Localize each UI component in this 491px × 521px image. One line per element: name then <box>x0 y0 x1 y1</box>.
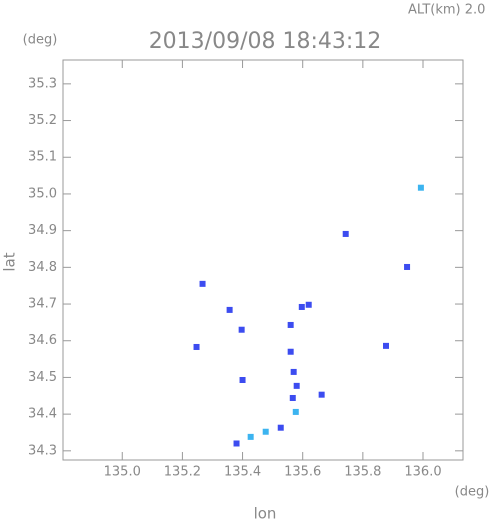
echo <box>292 408 299 415</box>
x-tick-label: 135.0 <box>104 465 141 480</box>
echo <box>233 440 240 447</box>
echo <box>383 342 390 349</box>
echo <box>318 391 325 398</box>
x-tick-label: 135.2 <box>164 465 201 480</box>
x-tick-label: 135.6 <box>284 465 321 480</box>
echo <box>239 377 246 383</box>
x-tick-label: 135.4 <box>224 465 261 480</box>
echo <box>404 263 411 270</box>
echo <box>199 280 206 287</box>
y-tick-label: 34.6 <box>28 333 57 348</box>
y-tick-label: 34.3 <box>28 443 57 458</box>
y-unit: (deg) <box>23 33 58 48</box>
y-axis-label: lat <box>1 252 19 271</box>
x-unit: (deg) <box>455 485 490 500</box>
y-tick-label: 34.9 <box>28 223 57 238</box>
echo <box>293 382 300 389</box>
echo <box>193 343 200 350</box>
echo <box>226 306 233 313</box>
echo <box>289 394 296 401</box>
y-tick-label: 35.0 <box>28 186 57 201</box>
echo <box>277 424 284 431</box>
altitude-label: ALT(km) 2.0 <box>408 3 485 18</box>
echo <box>342 230 349 237</box>
echo <box>287 348 294 355</box>
y-tick-label: 34.7 <box>28 297 57 312</box>
x-tick-label: 135.8 <box>344 465 381 480</box>
x-tick-label: 136.0 <box>404 465 441 480</box>
y-tick-label: 34.8 <box>28 260 57 275</box>
plot-frame <box>62 59 464 461</box>
echo <box>238 326 245 333</box>
echo <box>417 184 424 191</box>
echo <box>298 303 305 310</box>
y-tick-label: 34.4 <box>28 407 57 422</box>
y-tick-label: 35.3 <box>28 76 57 91</box>
echo <box>305 301 312 308</box>
y-tick-label: 34.5 <box>28 370 57 385</box>
echo <box>262 428 269 435</box>
y-tick-label: 35.1 <box>28 150 57 165</box>
x-axis-label: lon <box>254 505 277 521</box>
echo <box>247 433 254 440</box>
chart-title: 2013/09/08 18:43:12 <box>149 29 382 54</box>
y-tick-label: 35.2 <box>28 113 57 128</box>
echo <box>290 368 297 375</box>
echo <box>287 321 294 328</box>
